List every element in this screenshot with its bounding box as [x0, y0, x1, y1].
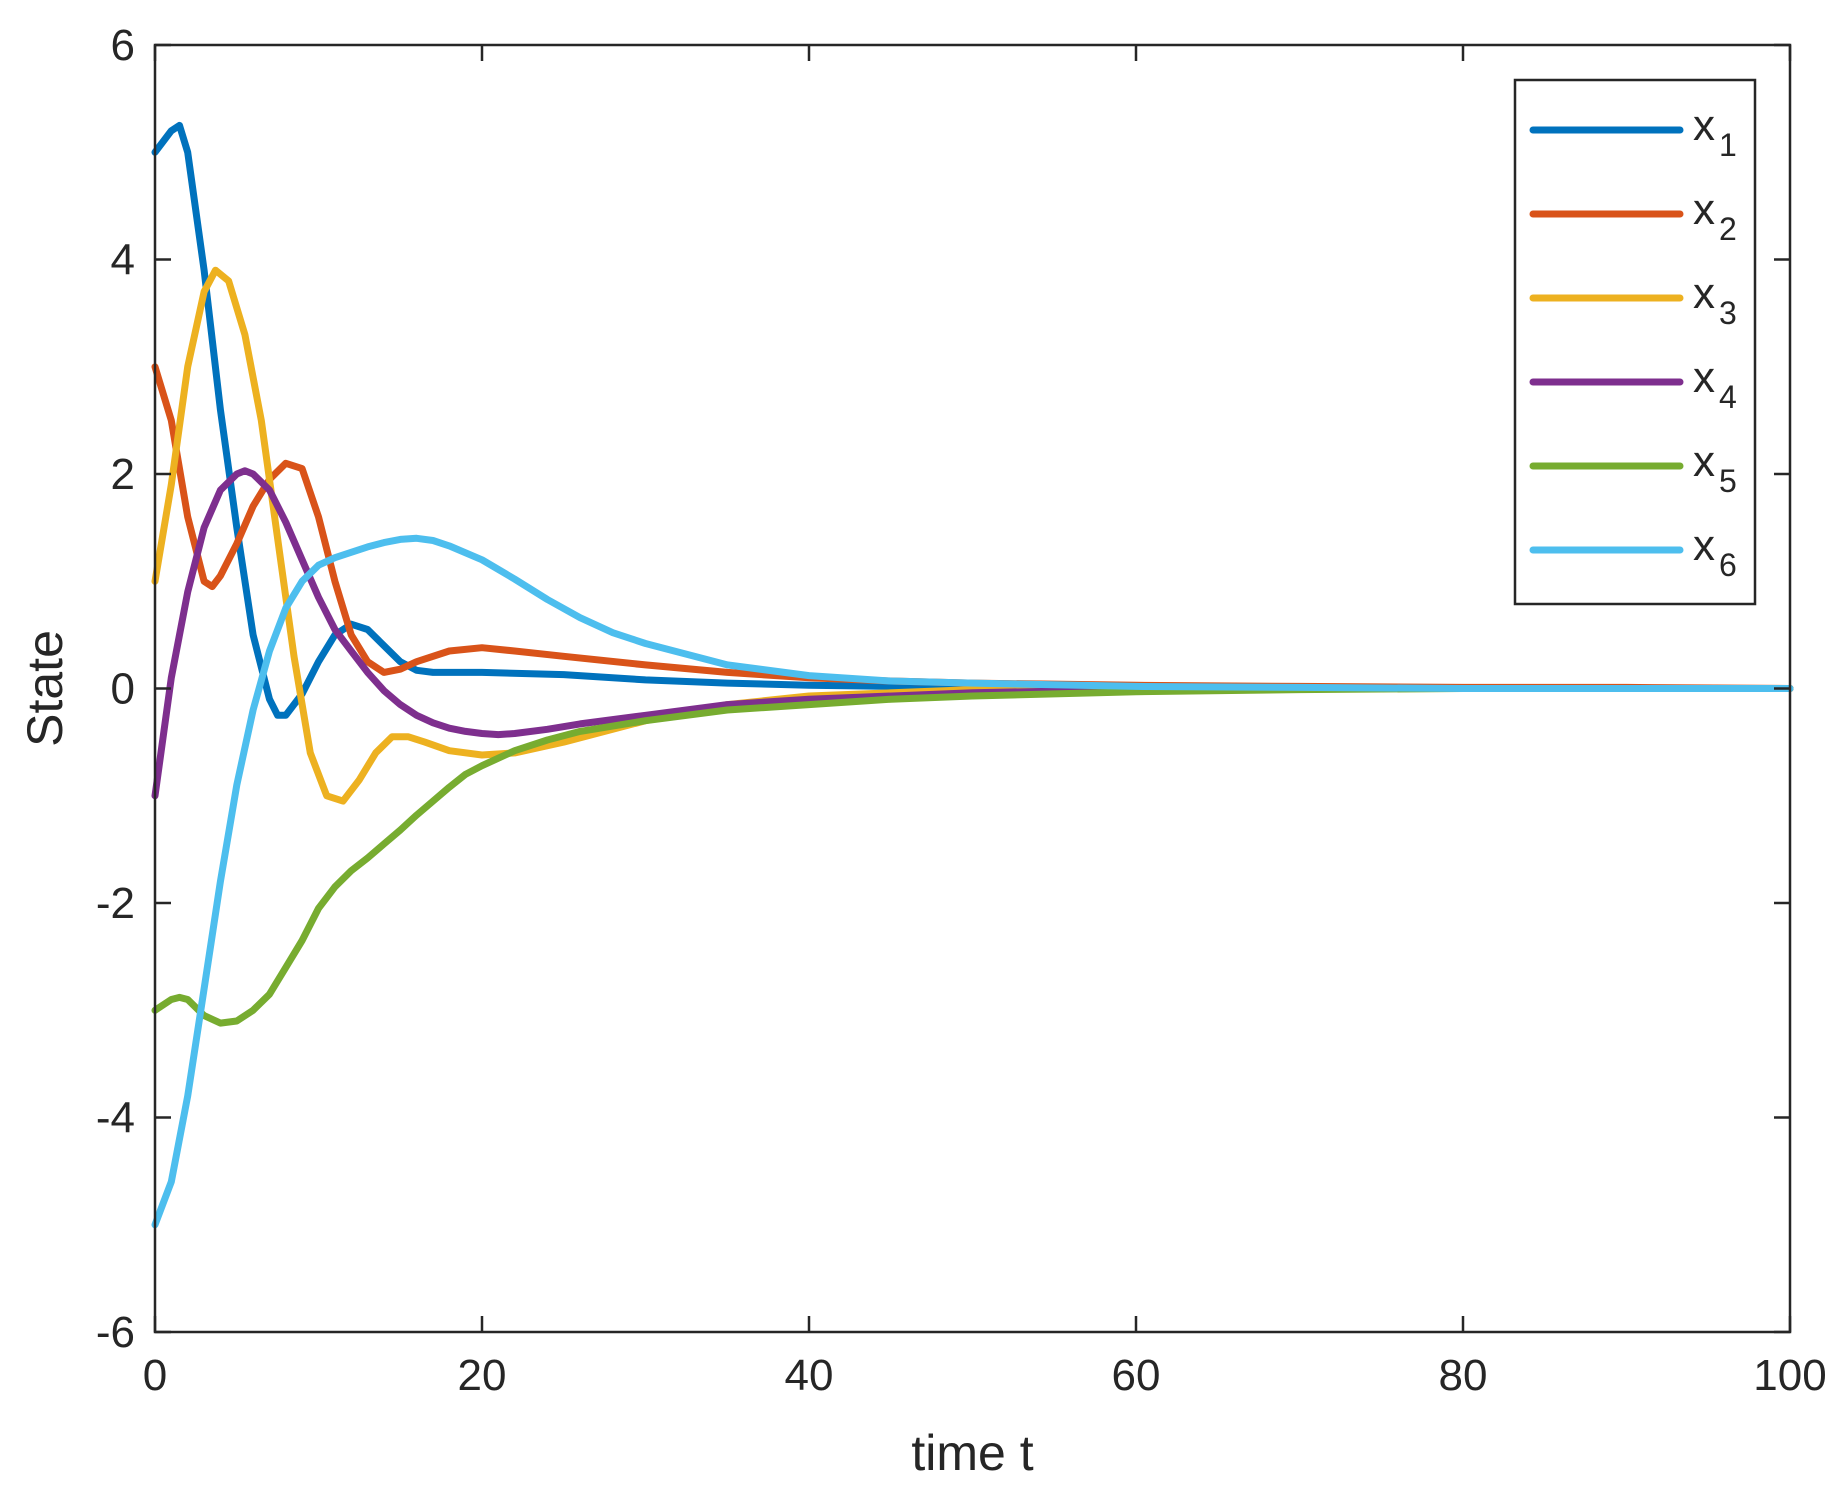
- x-axis-label: time t: [911, 1425, 1033, 1481]
- series-line-x4: [151, 467, 1794, 800]
- legend: x 1 x 2 x 3 x 4 x 5 x 6: [1513, 78, 1757, 606]
- series-layer: [151, 121, 1794, 1229]
- x-tick-label: 0: [143, 1351, 167, 1400]
- y-tick-label: -6: [96, 1308, 135, 1357]
- x-tick-label: 100: [1753, 1351, 1826, 1400]
- series-line-x6: [151, 534, 1794, 1229]
- legend-box: [1513, 78, 1757, 606]
- y-tick-label: 0: [111, 665, 135, 714]
- series-line-x5: [151, 685, 1794, 1027]
- series-line-x1: [151, 121, 1794, 719]
- x-tick-label: 80: [1439, 1351, 1488, 1400]
- y-tick-label: -2: [96, 879, 135, 928]
- y-tick-label: 4: [111, 236, 135, 285]
- x-tick-label: 20: [458, 1351, 507, 1400]
- axes-layer: 0 20 40 60 80 100 -6 -4 -2 0 2 4 6: [96, 21, 1827, 1400]
- y-tick-label: -4: [96, 1094, 135, 1143]
- x-tick-label: 40: [785, 1351, 834, 1400]
- y-tick-label: 2: [111, 450, 135, 499]
- x-tick-label: 60: [1112, 1351, 1161, 1400]
- y-axis-label: State: [17, 630, 73, 747]
- y-tick-label: 6: [111, 21, 135, 70]
